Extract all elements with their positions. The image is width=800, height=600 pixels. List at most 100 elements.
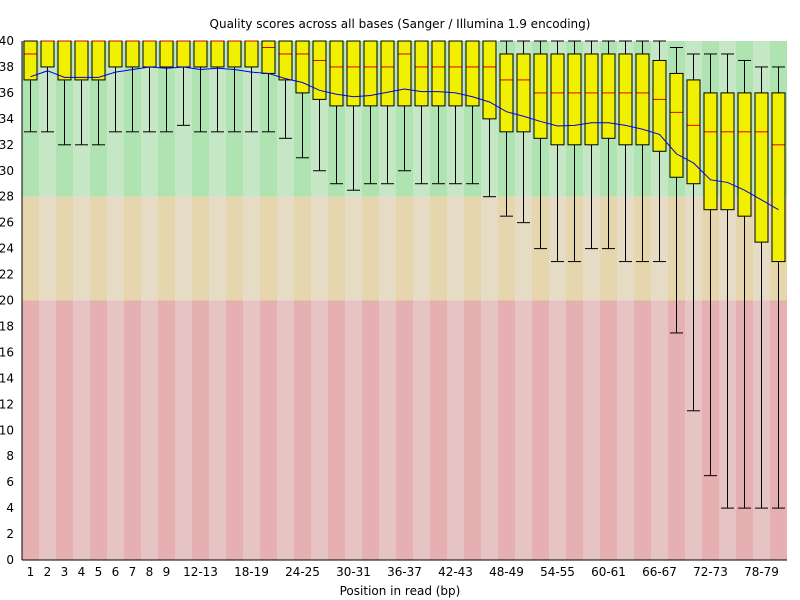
zone-reasonable-stripe — [396, 196, 413, 301]
zone-reasonable-stripe — [430, 196, 447, 301]
zone-poor-stripe — [600, 300, 617, 560]
zone-poor-stripe — [515, 300, 532, 560]
iqr-box — [159, 40, 174, 68]
zone-poor-stripe — [566, 300, 583, 560]
iqr-box — [686, 79, 701, 185]
x-tick-label: 8 — [146, 565, 154, 579]
iqr-box — [363, 40, 378, 107]
y-tick-label: 36 — [0, 86, 14, 100]
box-6 — [108, 40, 123, 133]
zone-reasonable-stripe — [56, 196, 73, 301]
y-tick-label: 12 — [0, 397, 14, 411]
zone-poor-stripe — [447, 300, 464, 560]
zone-poor-stripe — [209, 300, 226, 560]
box-64-65 — [635, 40, 650, 263]
zone-poor-stripe — [685, 300, 702, 560]
iqr-box — [516, 53, 531, 133]
zone-reasonable-stripe — [175, 196, 192, 301]
zone-poor-stripe — [549, 300, 566, 560]
iqr-box — [23, 40, 38, 81]
zone-reasonable-stripe — [158, 196, 175, 301]
zone-reasonable-stripe — [141, 196, 158, 301]
box-10-11 — [176, 40, 191, 126]
zone-reasonable-stripe — [362, 196, 379, 301]
iqr-box — [550, 53, 565, 146]
x-tick-label: 66-67 — [642, 565, 677, 579]
iqr-box — [40, 40, 55, 68]
zone-poor-stripe — [192, 300, 209, 560]
iqr-box — [737, 92, 752, 217]
box-4 — [74, 40, 89, 146]
box-40-41 — [431, 40, 446, 185]
x-tick-label: 3 — [61, 565, 69, 579]
iqr-box — [312, 40, 327, 100]
zone-reasonable-stripe — [277, 196, 294, 301]
zone-poor-stripe — [481, 300, 498, 560]
box-18-19 — [244, 40, 259, 133]
box-66-67 — [652, 40, 667, 263]
y-tick-label: 10 — [0, 423, 14, 437]
zone-poor-stripe — [243, 300, 260, 560]
zone-reasonable-stripe — [90, 196, 107, 301]
box-50-51 — [516, 40, 531, 224]
box-16-17 — [227, 40, 242, 133]
box-32-33 — [363, 40, 378, 185]
x-tick-label: 60-61 — [591, 565, 626, 579]
box-70-71 — [686, 53, 701, 412]
iqr-box — [397, 40, 412, 107]
zone-poor-stripe — [498, 300, 515, 560]
y-tick-label: 16 — [0, 345, 14, 359]
x-tick-label: 9 — [163, 565, 171, 579]
box-14-15 — [210, 40, 225, 133]
zone-reasonable-stripe — [124, 196, 141, 301]
x-tick-label: 36-37 — [387, 565, 422, 579]
box-62-63 — [618, 40, 633, 263]
zone-reasonable-stripe — [39, 196, 56, 301]
iqr-box — [703, 92, 718, 211]
y-tick-label: 32 — [0, 138, 14, 152]
zone-poor-stripe — [668, 300, 685, 560]
chart-title: Quality scores across all bases (Sanger … — [210, 17, 591, 31]
iqr-box — [431, 40, 446, 107]
zone-poor-stripe — [328, 300, 345, 560]
zone-poor-stripe — [379, 300, 396, 560]
y-tick-label: 26 — [0, 216, 14, 230]
box-74-75 — [720, 53, 735, 509]
iqr-box — [635, 53, 650, 146]
zone-reasonable-stripe — [481, 196, 498, 301]
zone-reasonable-stripe — [73, 196, 90, 301]
zone-poor-stripe — [345, 300, 362, 560]
y-tick-label: 40 — [0, 34, 14, 48]
iqr-box — [618, 53, 633, 146]
box-44-45 — [465, 40, 480, 185]
box-34-35 — [380, 40, 395, 185]
box-30-31 — [346, 40, 361, 191]
y-tick-label: 22 — [0, 268, 14, 282]
zone-poor-stripe — [22, 300, 39, 560]
box-2 — [40, 40, 55, 133]
y-tick-label: 6 — [6, 475, 14, 489]
zone-reasonable-stripe — [311, 196, 328, 301]
box-56-57 — [567, 40, 582, 263]
iqr-box — [567, 53, 582, 146]
x-tick-label: 78-79 — [744, 565, 779, 579]
x-tick-label: 7 — [129, 565, 137, 579]
zone-poor-stripe — [175, 300, 192, 560]
iqr-box — [652, 59, 667, 152]
y-tick-label: 8 — [6, 449, 14, 463]
zone-poor-stripe — [158, 300, 175, 560]
iqr-box — [414, 40, 429, 107]
iqr-box — [499, 53, 514, 133]
box-9 — [159, 40, 174, 133]
iqr-box — [125, 40, 140, 68]
zone-reasonable-stripe — [328, 196, 345, 301]
x-tick-label: 18-19 — [234, 565, 269, 579]
box-58-59 — [584, 40, 599, 250]
x-tick-label: 24-25 — [285, 565, 320, 579]
box-20-21 — [261, 40, 276, 133]
y-tick-label: 38 — [0, 60, 14, 74]
zone-poor-stripe — [311, 300, 328, 560]
x-axis-label: Position in read (bp) — [340, 584, 461, 598]
iqr-box — [261, 40, 276, 74]
zone-poor-stripe — [583, 300, 600, 560]
